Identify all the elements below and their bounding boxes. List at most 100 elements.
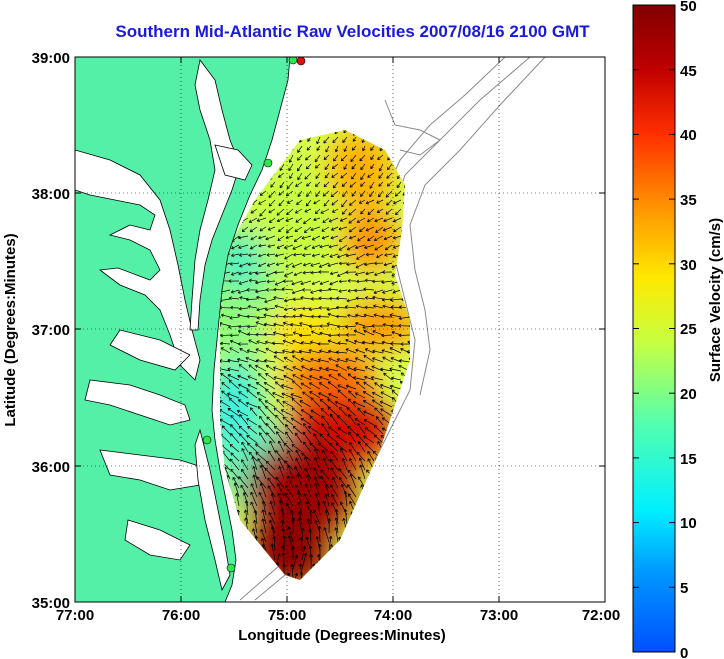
velocity-arrow	[291, 280, 303, 286]
velocity-arrow	[365, 226, 375, 232]
velocity-arrow	[246, 314, 258, 319]
velocity-arrow	[274, 304, 285, 309]
velocity-arrow	[389, 313, 402, 318]
velocity-arrow	[340, 483, 348, 498]
velocity-arrow	[292, 572, 299, 580]
velocity-arrow	[277, 457, 285, 471]
velocity-arrow	[238, 253, 249, 257]
velocity-arrow	[243, 509, 249, 525]
velocity-arrow	[259, 226, 267, 232]
velocity-arrow	[370, 163, 375, 170]
velocity-arrow	[292, 314, 303, 319]
velocity-arrow	[255, 381, 267, 390]
velocity-arrow	[372, 391, 384, 399]
velocity-arrow	[342, 190, 348, 198]
velocity-arrow	[351, 145, 357, 151]
velocity-arrow	[322, 217, 330, 223]
velocity-arrow	[296, 490, 303, 507]
velocity-arrow	[293, 235, 303, 243]
velocity-arrow	[299, 313, 312, 318]
velocity-field	[220, 130, 410, 580]
y-tick-label: 35:00	[32, 595, 70, 612]
velocity-arrow	[265, 373, 276, 381]
velocity-arrow	[354, 271, 366, 276]
velocity-arrow	[356, 433, 366, 444]
velocity-arrow	[381, 349, 393, 354]
velocity-arrow	[320, 208, 330, 214]
velocity-arrow	[246, 418, 258, 426]
velocity-arrow	[240, 484, 249, 498]
velocity-arrow	[256, 392, 267, 399]
radar-station-marker[interactable]	[202, 435, 212, 445]
velocity-arrow	[228, 397, 240, 408]
velocity-arrow	[265, 347, 276, 354]
velocity-arrow	[278, 172, 285, 178]
velocity-arrow	[220, 367, 231, 372]
velocity-arrow	[381, 297, 393, 302]
velocity-arrow	[373, 425, 384, 435]
velocity-arrow	[367, 172, 375, 178]
velocity-arrow	[375, 416, 384, 426]
velocity-arrow	[369, 190, 375, 198]
velocity-arrow	[305, 154, 312, 161]
velocity-arrow	[360, 181, 366, 187]
velocity-arrow	[229, 316, 240, 320]
velocity-arrow	[367, 208, 375, 215]
colorbar-label: Surface Velocity (cm/s)	[707, 218, 724, 382]
radar-station-marker[interactable]	[263, 158, 273, 168]
velocity-arrow	[351, 163, 357, 170]
velocity-arrow	[347, 425, 357, 435]
velocity-arrow	[313, 217, 321, 222]
velocity-arrow	[263, 381, 276, 390]
velocity-arrow	[302, 253, 312, 257]
velocity-arrow	[375, 226, 384, 233]
velocity-arrow	[313, 467, 321, 480]
velocity-arrow	[355, 313, 366, 318]
velocity-arrow	[260, 529, 267, 543]
velocity-arrow	[323, 199, 330, 207]
velocity-arrow	[360, 208, 366, 215]
velocity-arrow	[357, 407, 366, 417]
velocity-arrow	[364, 244, 375, 249]
velocity-arrow	[315, 172, 321, 179]
velocity-arrow	[376, 253, 384, 259]
velocity-arrow	[382, 270, 393, 275]
velocity-arrow	[398, 358, 410, 363]
velocity-arrow	[318, 305, 330, 310]
velocity-arrow	[229, 347, 240, 354]
velocity-arrow	[274, 270, 285, 275]
velocity-arrow	[265, 388, 276, 399]
velocity-arrow	[294, 466, 303, 480]
velocity-arrow	[310, 397, 321, 408]
colorbar-gradient	[632, 4, 676, 653]
velocity-arrow	[336, 435, 348, 444]
velocity-arrow	[308, 382, 321, 390]
velocity-arrow	[270, 543, 276, 561]
velocity-arrow	[220, 409, 231, 417]
velocity-arrow	[284, 253, 294, 260]
velocity-arrow	[309, 391, 321, 399]
velocity-arrow	[292, 425, 303, 435]
velocity-arrow	[300, 374, 312, 381]
velocity-arrow	[348, 414, 357, 426]
velocity-arrow	[363, 410, 375, 417]
velocity-arrow	[381, 280, 393, 284]
velocity-arrow	[347, 398, 357, 408]
velocity-arrow	[329, 271, 339, 276]
velocity-arrow	[380, 367, 393, 372]
velocity-arrow	[363, 287, 375, 291]
map-plot[interactable]: 77:00 76:00 75:00 74:00 73:00 72:00 39:0…	[2, 50, 620, 644]
velocity-arrow	[297, 172, 303, 181]
radar-station-marker[interactable]	[226, 563, 236, 573]
velocity-arrow	[364, 278, 375, 283]
velocity-arrow	[340, 172, 348, 179]
velocity-arrow	[300, 357, 312, 363]
velocity-arrow	[360, 172, 366, 181]
radar-station-marker[interactable]	[296, 57, 306, 66]
velocity-arrow	[287, 535, 294, 552]
velocity-arrow	[384, 244, 393, 251]
velocity-arrow	[306, 518, 312, 534]
velocity-arrow	[281, 384, 294, 390]
velocity-arrow	[355, 348, 366, 354]
velocity-arrow	[343, 145, 348, 152]
